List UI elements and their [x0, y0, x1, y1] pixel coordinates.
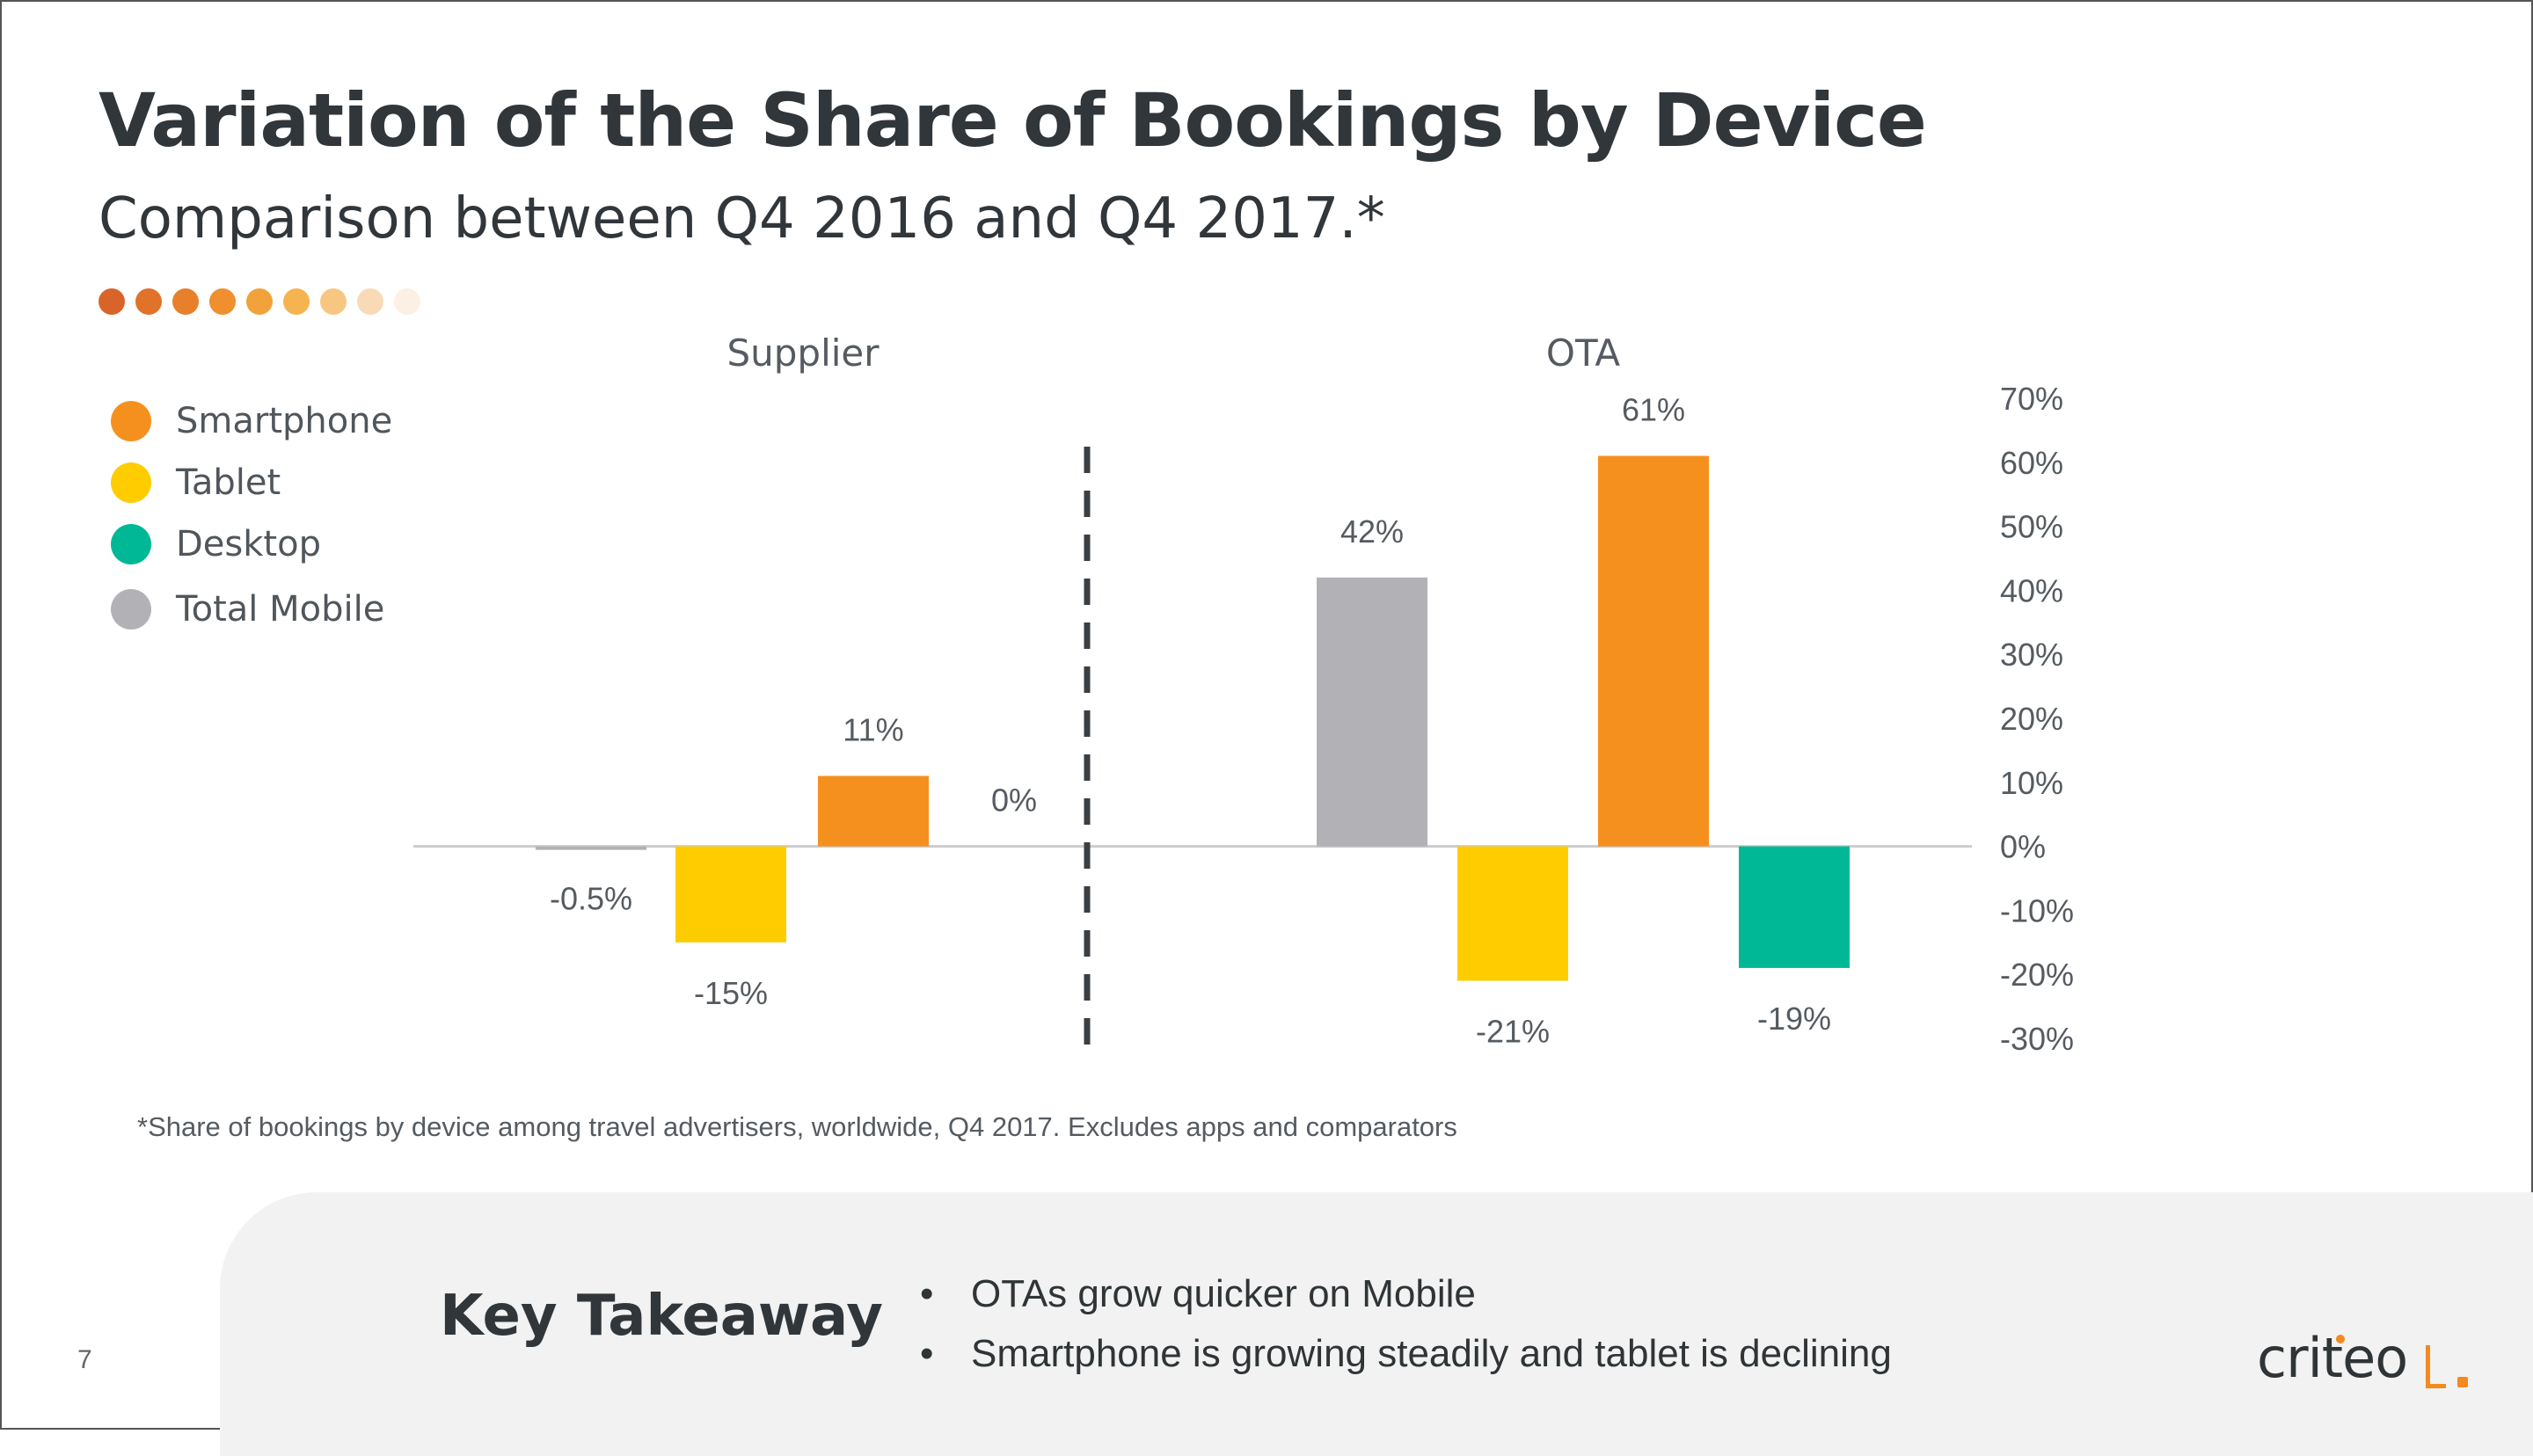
data-label-total-mobile: -0.5% [550, 881, 632, 917]
y-tick-label: 70% [2000, 381, 2063, 417]
y-tick-label: 0% [2000, 829, 2046, 865]
legend-label-total-mobile: Total Mobile [176, 589, 385, 630]
bar-tablet [1457, 846, 1568, 981]
data-label-desktop: -19% [1757, 1001, 1831, 1037]
legend-item-total-mobile: Total Mobile [111, 589, 384, 630]
takeaway-panel [220, 1192, 2533, 1456]
bar-chart: Supplier OTA 70% 60% 50% 40% 30% 20% 10% 0% -10% -2… [413, 331, 2074, 1057]
y-tick-label: 30% [2000, 637, 2063, 673]
data-label-tablet: -21% [1476, 1013, 1550, 1049]
decorative-dot [320, 288, 347, 315]
legend-swatch-smartphone [111, 401, 151, 441]
y-tick-label: 60% [2000, 445, 2063, 481]
decorative-dot [246, 288, 273, 315]
bar-tablet [675, 846, 786, 943]
legend-swatch-desktop [111, 524, 151, 564]
bar-smartphone [818, 775, 929, 847]
y-tick-label: -10% [2000, 892, 2074, 928]
y-tick-label: 50% [2000, 509, 2063, 545]
legend-swatch-tablet [111, 462, 151, 503]
logo-i-dot [2336, 1335, 2345, 1343]
bullet-mark: • [920, 1332, 934, 1375]
legend-label-desktop: Desktop [176, 524, 321, 564]
bar-smartphone [1598, 455, 1709, 847]
y-tick-label: -20% [2000, 957, 2074, 993]
takeaway-bullet: • OTAs grow quicker on Mobile [920, 1264, 1892, 1324]
data-label-tablet: -15% [694, 975, 768, 1011]
decorative-dot [394, 288, 420, 315]
takeaway-bullet-text: Smartphone is growing steadily and table… [971, 1332, 1892, 1375]
legend-swatch-total-mobile [111, 589, 151, 630]
group-title: OTA [1546, 331, 1620, 375]
data-label-total-mobile: 42% [1340, 513, 1404, 550]
criteo-logo: criteo [2257, 1326, 2468, 1390]
y-tick-label: 20% [2000, 701, 2063, 737]
logo-bracket-icon [2426, 1345, 2446, 1388]
takeaway-title: Key Takeaway [440, 1284, 883, 1349]
takeaway-bullet: • Smartphone is growing steadily and tab… [920, 1324, 1892, 1384]
takeaway-bullet-text: OTAs grow quicker on Mobile [971, 1272, 1476, 1315]
legend-item-smartphone: Smartphone [111, 401, 392, 441]
bar-total-mobile [1317, 577, 1427, 847]
decorative-dot [357, 288, 383, 315]
decorative-dot [283, 288, 310, 315]
group-title: Supplier [726, 331, 880, 375]
bar-desktop [1739, 846, 1850, 968]
bar-total-mobile [536, 846, 646, 850]
decorative-dot [135, 288, 162, 315]
legend-item-desktop: Desktop [111, 524, 321, 564]
logo-text: criteo [2257, 1326, 2408, 1390]
decorative-dot [209, 288, 236, 315]
decorative-dots [99, 288, 420, 317]
y-tick-label: -30% [2000, 1021, 2074, 1057]
data-label-smartphone: 61% [1622, 392, 1685, 428]
y-tick-label: 40% [2000, 572, 2063, 608]
data-label-smartphone: 11% [843, 712, 903, 748]
legend-item-tablet: Tablet [111, 462, 281, 503]
footnote: *Share of bookings by device among trave… [137, 1111, 1457, 1142]
y-tick-label: 10% [2000, 765, 2063, 801]
bullet-mark: • [920, 1272, 934, 1315]
page-number: 7 [77, 1345, 92, 1374]
logo-dot-icon [2457, 1377, 2468, 1387]
data-label-desktop: 0% [991, 783, 1037, 819]
decorative-dot [172, 288, 199, 315]
decorative-dot [99, 288, 125, 315]
takeaway-list: • OTAs grow quicker on Mobile • Smartpho… [920, 1264, 1892, 1384]
legend-label-smartphone: Smartphone [176, 401, 393, 441]
slide-subtitle: Comparison between Q4 2016 and Q4 2017.* [99, 186, 1385, 251]
legend-label-tablet: Tablet [176, 462, 281, 503]
slide-title: Variation of the Share of Bookings by De… [99, 77, 1927, 164]
